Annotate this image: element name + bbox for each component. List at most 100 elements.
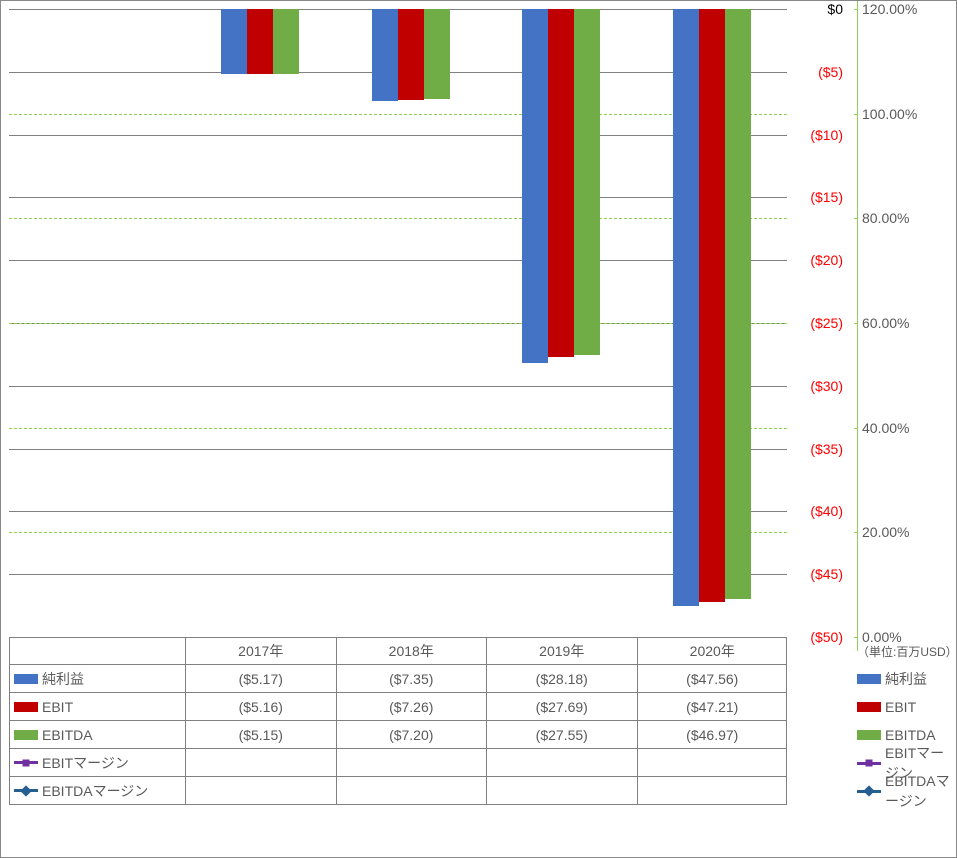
bar-ebitda — [725, 9, 751, 599]
data-cell: ($5.16) — [185, 693, 336, 720]
legend-swatch-line — [14, 789, 38, 792]
y2-tickmark — [854, 114, 858, 115]
series-name: EBITマージン — [42, 753, 129, 773]
data-cell — [185, 777, 336, 804]
plot-area — [9, 9, 787, 637]
bar-ebitda — [574, 9, 600, 355]
bar-ebit — [398, 9, 424, 100]
series-name: EBITDAマージン — [42, 781, 148, 801]
y2-tick-label: 120.00% — [862, 1, 917, 17]
chart-container: $0 ($5) ($10) ($15) ($20) ($25) ($30) ($35) ($40… — [0, 0, 957, 858]
bar-net — [221, 9, 247, 74]
y2-tick-label: 100.00% — [862, 106, 917, 122]
data-cell: ($47.21) — [637, 693, 788, 720]
y1-tick-label: ($10) — [791, 127, 843, 143]
data-cell — [185, 749, 336, 776]
legend-swatch — [857, 730, 881, 740]
y2-tickmark — [854, 9, 858, 10]
legend-swatch — [14, 702, 38, 712]
y1-tick-label: ($45) — [791, 566, 843, 582]
table-header-blank — [9, 637, 185, 664]
bar-ebitda — [424, 9, 450, 99]
data-cell: ($28.18) — [486, 665, 637, 692]
data-cell: ($47.56) — [637, 665, 788, 692]
category-header: 2018年 — [336, 637, 487, 664]
category-axis-row: 2017年2018年2019年2020年 — [9, 637, 787, 665]
legend-label: EBITDAマージン — [885, 771, 951, 811]
y2-tick-label: 20.00% — [862, 524, 909, 540]
y1-axis-left-dollar: $0($5)($10)($15)($20)($25)($30)($35)($40… — [791, 9, 843, 637]
y1-tick-label: ($20) — [791, 252, 843, 268]
legend-swatch — [857, 702, 881, 712]
data-cell — [336, 749, 487, 776]
data-cell: ($7.35) — [336, 665, 487, 692]
bar-ebit — [548, 9, 574, 357]
data-cell: ($5.15) — [185, 721, 336, 748]
y2-tick-label: 40.00% — [862, 420, 909, 436]
y1-tick-label: ($25) — [791, 315, 843, 331]
table-row: EBITDA ($5.15)($7.20)($27.55)($46.97) — [9, 721, 787, 749]
legend-swatch — [14, 730, 38, 740]
legend-swatch-line — [857, 790, 881, 793]
bar-net — [372, 9, 398, 101]
category-header: 2020年 — [637, 637, 788, 664]
table-row: EBITマージン — [9, 749, 787, 777]
data-cell: ($7.26) — [336, 693, 487, 720]
y2-tickmark — [854, 428, 858, 429]
bar-net — [522, 9, 548, 363]
data-cell — [637, 777, 788, 804]
bar-ebit — [247, 9, 273, 74]
legend-item: EBITDAマージン — [857, 777, 951, 805]
data-cell: ($5.17) — [185, 665, 336, 692]
y1-tick-label: $0 — [791, 1, 843, 17]
data-cell — [336, 777, 487, 804]
legend-label: 純利益 — [885, 669, 927, 689]
bar-net — [673, 9, 699, 606]
data-cell — [486, 777, 637, 804]
data-cell: ($7.20) — [336, 721, 487, 748]
series-label-cell: EBITDAマージン — [9, 777, 185, 804]
bar-ebit — [699, 9, 725, 602]
legend-item: EBIT — [857, 693, 951, 721]
y2-axis-right-percent: 120.00%100.00%80.00%60.00%40.00%20.00%0.… — [857, 1, 951, 651]
series-label-cell: EBITDA — [9, 721, 185, 748]
category-header: 2017年 — [185, 637, 336, 664]
legend-swatch — [857, 674, 881, 684]
y1-tick-label: ($30) — [791, 378, 843, 394]
category-header: 2019年 — [486, 637, 637, 664]
legend-item: 純利益 — [857, 665, 951, 693]
data-cell: ($27.69) — [486, 693, 637, 720]
data-cell: ($27.55) — [486, 721, 637, 748]
data-cell: ($46.97) — [637, 721, 788, 748]
table-row: 純利益 ($5.17)($7.35)($28.18)($47.56) — [9, 665, 787, 693]
y1-tick-label: ($35) — [791, 441, 843, 457]
bar-ebitda — [273, 9, 299, 74]
legend-label: EBIT — [885, 699, 916, 715]
y2-tickmark — [854, 323, 858, 324]
data-cell — [486, 749, 637, 776]
data-cell — [637, 749, 788, 776]
series-name: EBITDA — [42, 727, 93, 743]
series-label-cell: EBITマージン — [9, 749, 185, 776]
legend-swatch-line — [857, 762, 881, 765]
table-row: EBIT ($5.16)($7.26)($27.69)($47.21) — [9, 693, 787, 721]
y1-tick-label: ($50) — [791, 629, 843, 645]
y2-tick-label: 60.00% — [862, 315, 909, 331]
legend-label: EBITDA — [885, 727, 936, 743]
legend-swatch-line — [14, 761, 38, 764]
y2-tick-label: 80.00% — [862, 210, 909, 226]
y1-tick-label: ($40) — [791, 503, 843, 519]
y1-tick-label: ($5) — [791, 64, 843, 80]
legend-right: 純利益EBITEBITDAEBITマージンEBITDAマージン — [857, 665, 951, 805]
legend-swatch — [14, 674, 38, 684]
y2-tickmark — [854, 637, 858, 638]
series-label-cell: 純利益 — [9, 665, 185, 692]
series-label-cell: EBIT — [9, 693, 185, 720]
series-name: 純利益 — [42, 669, 84, 689]
data-table: 純利益 ($5.17)($7.35)($28.18)($47.56) EBIT ($5… — [9, 665, 787, 805]
y1-tick-label: ($15) — [791, 189, 843, 205]
bars-layer — [9, 9, 787, 637]
unit-label: （単位:百万USD） — [857, 643, 956, 660]
table-row: EBITDAマージン — [9, 777, 787, 805]
series-name: EBIT — [42, 699, 73, 715]
